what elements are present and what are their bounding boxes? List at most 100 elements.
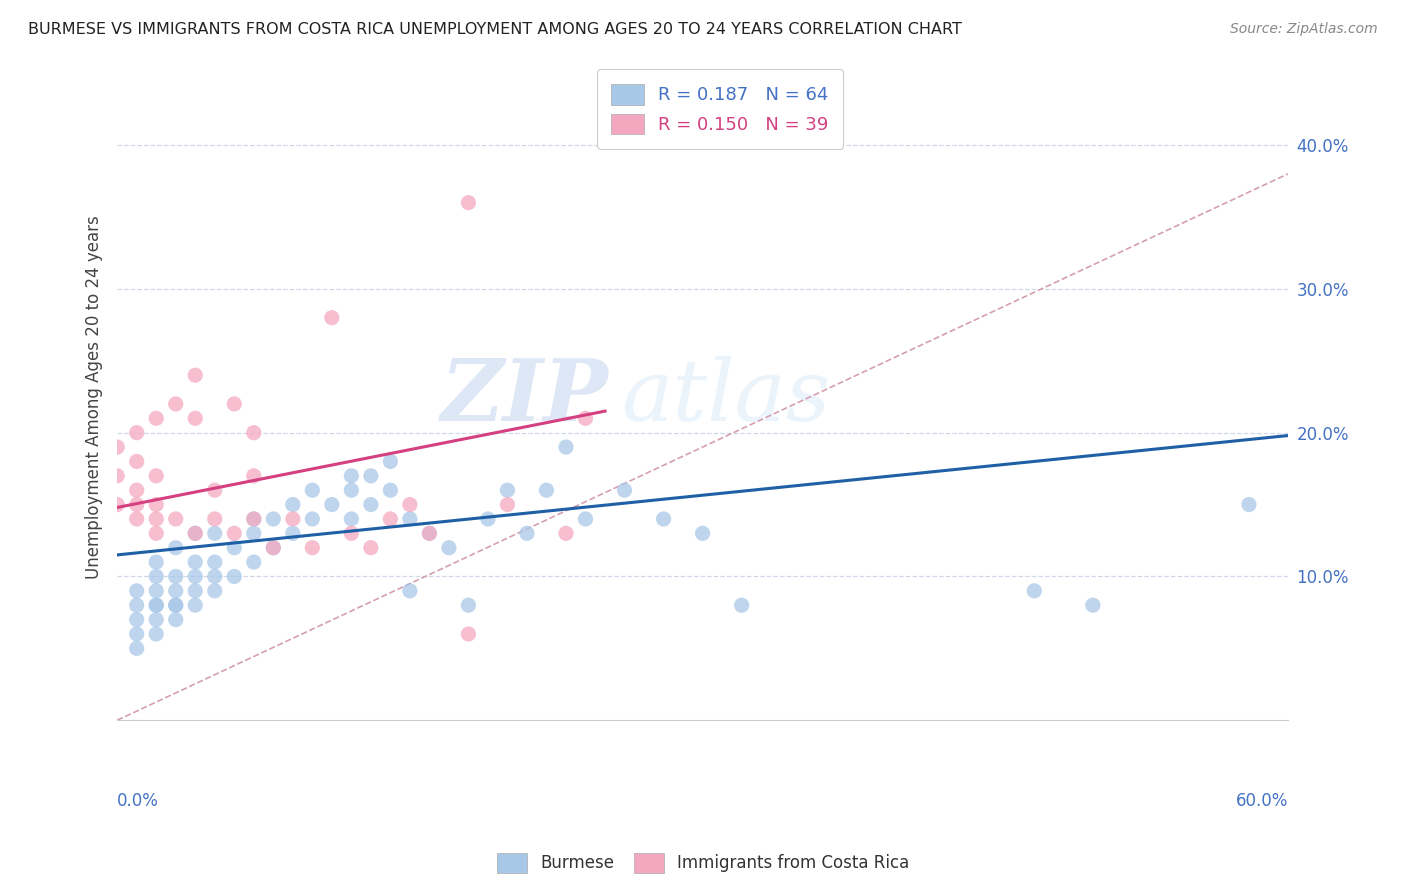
Point [380,454,402,468]
Point [399,583,422,598]
Point [125,641,148,656]
Point [165,569,187,583]
Point [184,583,207,598]
Point [457,195,479,210]
Point [145,498,167,512]
Point [692,526,714,541]
Point [262,541,284,555]
Point [242,512,264,526]
Point [242,555,264,569]
Point [145,627,167,641]
Point [242,425,264,440]
Point [165,583,187,598]
Point [165,598,187,612]
Point [224,526,246,541]
Point [204,526,226,541]
Point [340,512,363,526]
Point [125,483,148,498]
Point [184,555,207,569]
Y-axis label: Unemployment Among Ages 20 to 24 years: Unemployment Among Ages 20 to 24 years [86,215,103,579]
Point [262,541,284,555]
Point [574,512,596,526]
Point [204,583,226,598]
Point [242,526,264,541]
Point [184,569,207,583]
Text: BURMESE VS IMMIGRANTS FROM COSTA RICA UNEMPLOYMENT AMONG AGES 20 TO 24 YEARS COR: BURMESE VS IMMIGRANTS FROM COSTA RICA UN… [28,22,962,37]
Point [242,512,264,526]
Point [380,512,402,526]
Point [184,598,207,612]
Point [165,541,187,555]
Point [184,411,207,425]
Point [145,613,167,627]
Point [204,569,226,583]
Point [536,483,558,498]
Point [224,397,246,411]
Point [204,512,226,526]
Point [516,526,538,541]
Point [496,498,519,512]
Point [360,468,382,483]
Point [1024,583,1046,598]
Point [652,512,675,526]
Point [399,498,422,512]
Point [555,440,578,454]
Point [457,627,479,641]
Point [145,598,167,612]
Point [321,310,343,325]
Point [184,526,207,541]
Text: 0.0%: 0.0% [117,792,159,810]
Point [105,468,128,483]
Point [555,526,578,541]
Point [574,411,596,425]
Point [360,498,382,512]
Text: ZIP: ZIP [441,355,609,439]
Point [145,598,167,612]
Point [145,411,167,425]
Point [125,498,148,512]
Point [224,541,246,555]
Point [281,498,304,512]
Point [301,541,323,555]
Point [281,512,304,526]
Legend: Burmese, Immigrants from Costa Rica: Burmese, Immigrants from Costa Rica [489,847,917,880]
Point [165,397,187,411]
Point [145,468,167,483]
Legend: R = 0.187   N = 64, R = 0.150   N = 39: R = 0.187 N = 64, R = 0.150 N = 39 [598,70,844,149]
Point [125,598,148,612]
Point [165,613,187,627]
Point [125,613,148,627]
Point [321,498,343,512]
Point [301,512,323,526]
Point [145,526,167,541]
Text: Source: ZipAtlas.com: Source: ZipAtlas.com [1230,22,1378,37]
Point [1237,498,1260,512]
Point [730,598,752,612]
Point [105,440,128,454]
Point [418,526,440,541]
Point [380,483,402,498]
Point [399,512,422,526]
Point [125,583,148,598]
Point [204,555,226,569]
Point [145,555,167,569]
Point [418,526,440,541]
Point [125,454,148,468]
Point [360,541,382,555]
Point [145,569,167,583]
Point [281,526,304,541]
Text: atlas: atlas [620,355,830,438]
Point [125,627,148,641]
Point [224,569,246,583]
Point [457,598,479,612]
Point [613,483,636,498]
Point [477,512,499,526]
Point [165,598,187,612]
Point [340,526,363,541]
Point [125,512,148,526]
Point [145,512,167,526]
Text: 60.0%: 60.0% [1236,792,1288,810]
Point [145,583,167,598]
Point [340,483,363,498]
Point [184,526,207,541]
